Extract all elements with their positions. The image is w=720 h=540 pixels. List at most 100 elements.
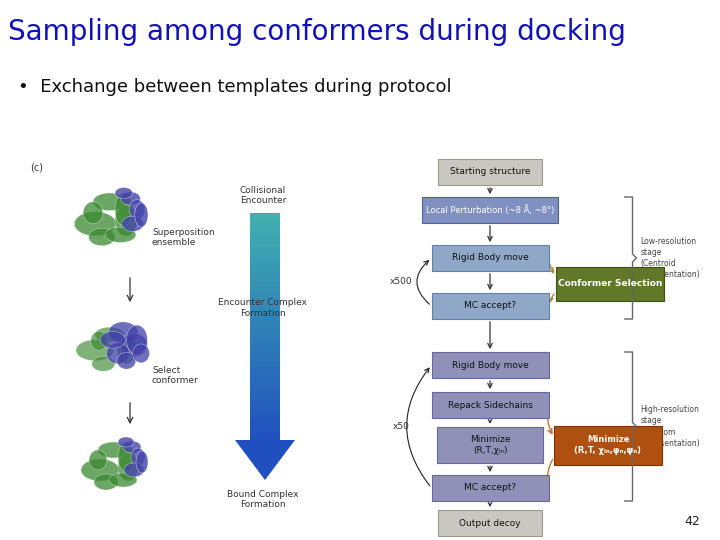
Ellipse shape [83, 202, 103, 224]
Ellipse shape [81, 459, 119, 481]
Text: MC accept?: MC accept? [464, 301, 516, 310]
Polygon shape [250, 321, 280, 327]
Polygon shape [250, 411, 280, 417]
Ellipse shape [135, 203, 148, 227]
Polygon shape [235, 440, 295, 480]
Text: x500: x500 [390, 278, 413, 287]
FancyBboxPatch shape [431, 475, 549, 501]
Text: (c): (c) [30, 162, 43, 172]
FancyBboxPatch shape [431, 352, 549, 378]
Text: Conformer Selection: Conformer Selection [558, 280, 662, 288]
FancyBboxPatch shape [556, 267, 664, 301]
Polygon shape [250, 293, 280, 298]
Ellipse shape [131, 448, 145, 466]
Ellipse shape [122, 216, 143, 232]
Text: Minimize
(R,T,χₗₙ): Minimize (R,T,χₗₙ) [469, 435, 510, 455]
Polygon shape [250, 332, 280, 338]
Polygon shape [250, 366, 280, 372]
Polygon shape [250, 423, 280, 429]
Ellipse shape [109, 322, 138, 343]
FancyBboxPatch shape [431, 392, 549, 418]
Ellipse shape [93, 193, 126, 211]
FancyBboxPatch shape [554, 426, 662, 464]
Polygon shape [250, 298, 280, 304]
Ellipse shape [100, 332, 125, 348]
Ellipse shape [118, 442, 134, 472]
Polygon shape [250, 309, 280, 315]
Ellipse shape [91, 332, 107, 350]
Ellipse shape [118, 437, 134, 447]
Polygon shape [250, 275, 280, 281]
Polygon shape [250, 264, 280, 270]
Ellipse shape [109, 473, 137, 487]
Ellipse shape [94, 474, 118, 490]
Polygon shape [250, 361, 280, 366]
Polygon shape [250, 281, 280, 287]
Text: x50: x50 [393, 422, 410, 431]
Polygon shape [250, 395, 280, 400]
Polygon shape [250, 304, 280, 309]
Polygon shape [250, 377, 280, 383]
Ellipse shape [95, 327, 125, 342]
Text: •  Exchange between templates during protocol: • Exchange between templates during prot… [18, 78, 451, 96]
Text: Collisional
Encounter: Collisional Encounter [240, 186, 286, 205]
Polygon shape [250, 429, 280, 434]
Ellipse shape [118, 453, 138, 481]
Ellipse shape [120, 333, 148, 356]
FancyBboxPatch shape [431, 293, 549, 319]
FancyBboxPatch shape [438, 159, 542, 185]
Ellipse shape [136, 451, 148, 473]
Text: Output decoy: Output decoy [459, 518, 521, 528]
Text: Low-resolution
stage
(Centroid
representation): Low-resolution stage (Centroid represent… [641, 237, 700, 279]
Ellipse shape [117, 336, 136, 364]
Polygon shape [250, 219, 280, 224]
Text: Rigid Body move: Rigid Body move [451, 253, 528, 262]
Ellipse shape [115, 193, 132, 226]
Text: Repack Sidechains: Repack Sidechains [448, 401, 532, 409]
Polygon shape [250, 338, 280, 343]
Text: Encounter Complex
Formation: Encounter Complex Formation [218, 298, 307, 318]
Polygon shape [250, 213, 280, 219]
Ellipse shape [105, 227, 136, 242]
Ellipse shape [130, 200, 145, 219]
Text: Sampling among conformers during docking: Sampling among conformers during docking [8, 18, 626, 46]
Text: High-resolution
stage
(All-atom
representation): High-resolution stage (All-atom represen… [641, 406, 700, 448]
Polygon shape [250, 355, 280, 361]
Ellipse shape [132, 344, 150, 363]
Text: Superposition
ensemble: Superposition ensemble [152, 228, 215, 247]
Text: Rigid Body move: Rigid Body move [451, 361, 528, 369]
Polygon shape [250, 327, 280, 332]
Polygon shape [250, 287, 280, 293]
Ellipse shape [91, 356, 115, 372]
Ellipse shape [89, 228, 115, 246]
FancyBboxPatch shape [422, 197, 558, 223]
Ellipse shape [127, 325, 148, 354]
Polygon shape [250, 241, 280, 247]
Polygon shape [250, 247, 280, 253]
Text: Minimize
(R,T, χₗₙ,φₙ,ψₙ): Minimize (R,T, χₗₙ,φₙ,ψₙ) [575, 435, 642, 455]
Polygon shape [250, 400, 280, 406]
Ellipse shape [124, 463, 144, 477]
Polygon shape [250, 235, 280, 241]
Text: Bound Complex
Formation: Bound Complex Formation [228, 490, 299, 509]
Polygon shape [250, 224, 280, 230]
Ellipse shape [120, 192, 140, 205]
Text: 42: 42 [684, 515, 700, 528]
Ellipse shape [74, 212, 116, 236]
Text: Select
conformer: Select conformer [152, 366, 199, 386]
Ellipse shape [98, 442, 128, 458]
Ellipse shape [115, 205, 137, 236]
Polygon shape [250, 343, 280, 349]
Polygon shape [250, 372, 280, 377]
FancyBboxPatch shape [438, 510, 542, 536]
Ellipse shape [89, 450, 107, 470]
Text: Starting structure: Starting structure [450, 167, 530, 177]
Polygon shape [250, 315, 280, 321]
Ellipse shape [123, 441, 141, 453]
Polygon shape [250, 259, 280, 264]
FancyBboxPatch shape [437, 427, 544, 463]
Polygon shape [250, 230, 280, 235]
Ellipse shape [107, 343, 130, 364]
Polygon shape [250, 270, 280, 275]
Polygon shape [250, 389, 280, 395]
